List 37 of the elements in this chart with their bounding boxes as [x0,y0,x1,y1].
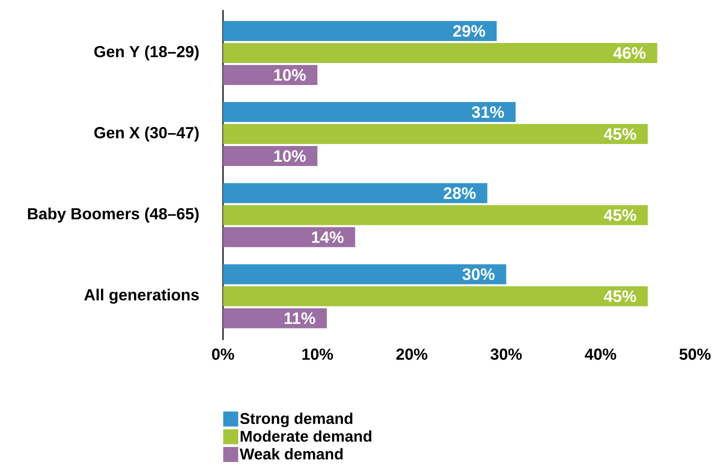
data-label: 28% [444,187,476,199]
data-label: 11% [284,312,316,324]
y-tick-label: Gen Y (18–29) [94,46,199,60]
x-tick-label: 40% [584,348,616,360]
x-tick-label: 50% [679,348,711,360]
legend-label: Strong demand [240,412,352,428]
y-tick-label: Gen X (30–47) [94,126,199,142]
data-label: 31% [472,106,504,118]
bar [223,20,497,41]
x-tick-label: 30% [490,348,522,360]
legend-label: Weak demand [240,448,343,460]
data-label: 10% [274,69,306,81]
data-label: 10% [274,150,306,162]
x-tick-label: 10% [302,348,333,360]
bar [223,264,506,284]
bar [223,64,318,85]
data-label: 45% [604,128,636,140]
bar [223,102,516,122]
y-tick-label: All generations [84,288,199,304]
x-tick-label: 0% [212,348,234,360]
data-label: 14% [312,231,344,243]
bar [223,286,648,306]
bar [223,124,648,144]
bar [223,146,318,166]
bar [223,205,648,226]
data-label: 30% [462,268,495,280]
bar [223,308,327,328]
bar [223,42,658,63]
bar [223,183,488,204]
x-tick-label: 20% [396,348,428,360]
legend-label: Moderate demand [240,430,372,442]
data-label: 29% [453,25,486,37]
bar [223,227,356,248]
y-tick-label: Baby Boomers (48–65) [28,208,199,223]
data-label: 46% [613,47,646,59]
data-label: 45% [604,209,636,221]
data-label: 45% [604,290,636,302]
